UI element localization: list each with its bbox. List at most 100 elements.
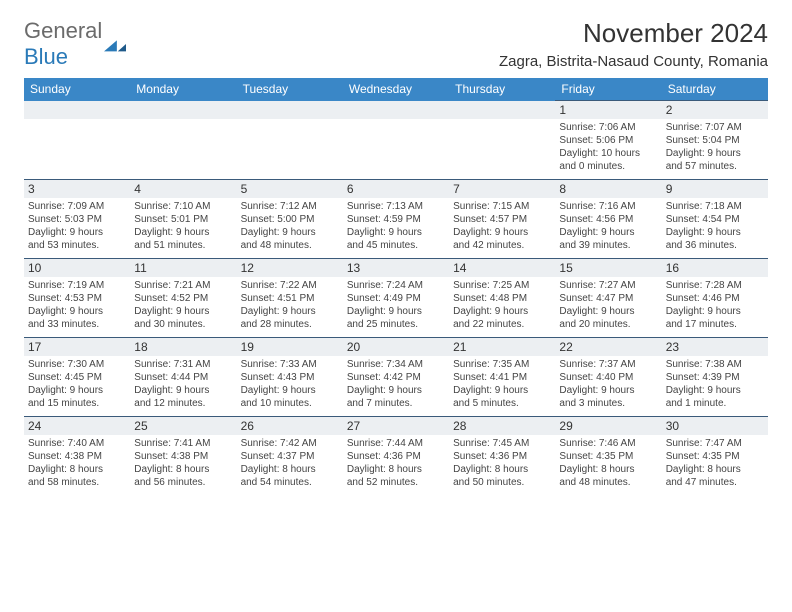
day-info-line: Daylight: 9 hours (666, 226, 764, 239)
day-info-line: Sunset: 4:52 PM (134, 292, 232, 305)
day-header: Saturday (662, 78, 768, 101)
day-info-line: Daylight: 9 hours (559, 226, 657, 239)
day-info-line: Daylight: 9 hours (453, 226, 551, 239)
day-info-line: Daylight: 9 hours (241, 384, 339, 397)
day-info-line: and 12 minutes. (134, 397, 232, 410)
day-info-line: Sunset: 4:37 PM (241, 450, 339, 463)
day-info: Sunrise: 7:41 AMSunset: 4:38 PMDaylight:… (134, 437, 232, 489)
day-info-line: Sunset: 5:06 PM (559, 134, 657, 147)
day-cell: Sunrise: 7:38 AMSunset: 4:39 PMDaylight:… (662, 356, 768, 417)
day-info: Sunrise: 7:37 AMSunset: 4:40 PMDaylight:… (559, 358, 657, 410)
day-info: Sunrise: 7:18 AMSunset: 4:54 PMDaylight:… (666, 200, 764, 252)
day-cell: Sunrise: 7:06 AMSunset: 5:06 PMDaylight:… (555, 119, 661, 180)
day-info-line: and 54 minutes. (241, 476, 339, 489)
day-cell: Sunrise: 7:33 AMSunset: 4:43 PMDaylight:… (237, 356, 343, 417)
day-info: Sunrise: 7:27 AMSunset: 4:47 PMDaylight:… (559, 279, 657, 331)
day-info-line: Sunset: 4:35 PM (559, 450, 657, 463)
day-number-cell: 9 (662, 180, 768, 199)
day-cell: Sunrise: 7:35 AMSunset: 4:41 PMDaylight:… (449, 356, 555, 417)
day-info-line: Daylight: 9 hours (28, 305, 126, 318)
day-info-line: Sunset: 4:49 PM (347, 292, 445, 305)
day-cell: Sunrise: 7:45 AMSunset: 4:36 PMDaylight:… (449, 435, 555, 495)
day-info-line: Daylight: 9 hours (666, 305, 764, 318)
day-cell: Sunrise: 7:15 AMSunset: 4:57 PMDaylight:… (449, 198, 555, 259)
day-header-row: SundayMondayTuesdayWednesdayThursdayFrid… (24, 78, 768, 101)
day-info-line: and 36 minutes. (666, 239, 764, 252)
day-cell (130, 119, 236, 180)
day-cell: Sunrise: 7:46 AMSunset: 4:35 PMDaylight:… (555, 435, 661, 495)
day-cell: Sunrise: 7:44 AMSunset: 4:36 PMDaylight:… (343, 435, 449, 495)
week-row: Sunrise: 7:06 AMSunset: 5:06 PM Daylight:… (24, 119, 768, 180)
week-row: Sunrise: 7:40 AMSunset: 4:38 PMDaylight:… (24, 435, 768, 495)
day-info-line: Daylight: 9 hours (134, 226, 232, 239)
month-title: November 2024 (499, 18, 768, 49)
day-info-line: Sunrise: 7:13 AM (347, 200, 445, 213)
week-row: Sunrise: 7:30 AMSunset: 4:45 PMDaylight:… (24, 356, 768, 417)
day-info-line: Sunrise: 7:12 AM (241, 200, 339, 213)
day-info-line: Sunrise: 7:35 AM (453, 358, 551, 371)
day-info-line: Sunset: 4:35 PM (666, 450, 764, 463)
day-info-line: Sunrise: 7:27 AM (559, 279, 657, 292)
day-info-line: and 47 minutes. (666, 476, 764, 489)
day-number-cell: 29 (555, 417, 661, 436)
day-info-line: and 28 minutes. (241, 318, 339, 331)
day-info-line: Sunset: 4:38 PM (28, 450, 126, 463)
daynum-row: 24252627282930 (24, 417, 768, 436)
day-info: Sunrise: 7:28 AMSunset: 4:46 PMDaylight:… (666, 279, 764, 331)
day-number-cell (343, 101, 449, 120)
day-info-line: and 30 minutes. (134, 318, 232, 331)
day-info-line: Sunrise: 7:07 AM (666, 121, 764, 134)
day-info-line: Sunset: 4:43 PM (241, 371, 339, 384)
day-info-line: and 53 minutes. (28, 239, 126, 252)
day-info-line: Sunrise: 7:06 AM (559, 121, 657, 134)
day-info-line: Daylight: 9 hours (241, 226, 339, 239)
day-number-cell: 28 (449, 417, 555, 436)
day-info-line: Sunset: 5:00 PM (241, 213, 339, 226)
day-info-line: and 5 minutes. (453, 397, 551, 410)
day-cell: Sunrise: 7:27 AMSunset: 4:47 PMDaylight:… (555, 277, 661, 338)
day-info: Sunrise: 7:10 AMSunset: 5:01 PMDaylight:… (134, 200, 232, 252)
day-info-line: and 0 minutes. (559, 160, 657, 173)
day-cell: Sunrise: 7:28 AMSunset: 4:46 PMDaylight:… (662, 277, 768, 338)
day-number-cell: 1 (555, 101, 661, 120)
day-number-cell: 21 (449, 338, 555, 357)
day-info-line: Sunrise: 7:19 AM (28, 279, 126, 292)
day-info-line: Daylight: 9 hours (559, 384, 657, 397)
day-info-line: and 10 minutes. (241, 397, 339, 410)
day-info-line: Sunrise: 7:42 AM (241, 437, 339, 450)
day-info-line: Daylight: 9 hours (666, 147, 764, 160)
daynum-row: 17181920212223 (24, 338, 768, 357)
day-info-line: and 39 minutes. (559, 239, 657, 252)
day-info-line: Daylight: 9 hours (347, 305, 445, 318)
day-info-line: Sunrise: 7:33 AM (241, 358, 339, 371)
day-info: Sunrise: 7:19 AMSunset: 4:53 PMDaylight:… (28, 279, 126, 331)
day-info-line: and 58 minutes. (28, 476, 126, 489)
day-info-line: Sunrise: 7:45 AM (453, 437, 551, 450)
day-cell: Sunrise: 7:42 AMSunset: 4:37 PMDaylight:… (237, 435, 343, 495)
day-cell: Sunrise: 7:34 AMSunset: 4:42 PMDaylight:… (343, 356, 449, 417)
day-cell: Sunrise: 7:30 AMSunset: 4:45 PMDaylight:… (24, 356, 130, 417)
day-info-line: Sunrise: 7:21 AM (134, 279, 232, 292)
day-info-line: Sunrise: 7:28 AM (666, 279, 764, 292)
day-number-cell: 5 (237, 180, 343, 199)
day-info-line: Sunset: 4:36 PM (347, 450, 445, 463)
day-info-line: Sunrise: 7:18 AM (666, 200, 764, 213)
day-cell: Sunrise: 7:07 AMSunset: 5:04 PMDaylight:… (662, 119, 768, 180)
day-info-line: and 17 minutes. (666, 318, 764, 331)
day-number-cell: 25 (130, 417, 236, 436)
day-info-line: Sunset: 4:44 PM (134, 371, 232, 384)
day-number-cell: 19 (237, 338, 343, 357)
day-info-line: and 22 minutes. (453, 318, 551, 331)
day-info-line: and 48 minutes. (241, 239, 339, 252)
day-info-line: Sunset: 4:39 PM (666, 371, 764, 384)
day-info: Sunrise: 7:38 AMSunset: 4:39 PMDaylight:… (666, 358, 764, 410)
day-info-line: and 42 minutes. (453, 239, 551, 252)
day-number-cell: 27 (343, 417, 449, 436)
day-header: Friday (555, 78, 661, 101)
day-header: Wednesday (343, 78, 449, 101)
day-cell: Sunrise: 7:37 AMSunset: 4:40 PMDaylight:… (555, 356, 661, 417)
day-info: Sunrise: 7:09 AMSunset: 5:03 PMDaylight:… (28, 200, 126, 252)
day-header: Tuesday (237, 78, 343, 101)
day-info-line: Daylight: 8 hours (453, 463, 551, 476)
day-info-line: and 25 minutes. (347, 318, 445, 331)
